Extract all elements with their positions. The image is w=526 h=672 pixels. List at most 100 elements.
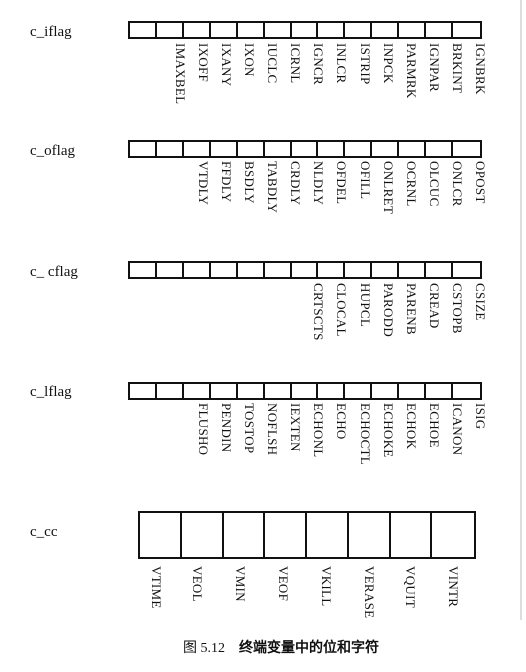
bit-cell: [292, 142, 319, 156]
bit-cell: [372, 263, 400, 277]
bit-cell: [345, 384, 373, 398]
bit-cell-row: [138, 511, 476, 559]
flag-label: IXON: [242, 43, 257, 77]
flag-label: ECHOE: [427, 403, 442, 448]
page-edge-divider: [520, 0, 522, 620]
bit-cell: [157, 23, 184, 37]
bit-cell: [182, 513, 224, 557]
bit-cell: [157, 142, 184, 156]
flag-label: VINTR: [446, 566, 461, 608]
bit-cell: [391, 513, 433, 557]
flag-label: VTIME: [149, 566, 164, 609]
bit-cell: [426, 23, 454, 37]
bit-cell: [157, 384, 184, 398]
flag-label: ECHOKE: [381, 403, 396, 458]
bit-cell: [292, 263, 319, 277]
flag-label: VMIN: [233, 566, 248, 602]
flag-label: ECHOCTL: [358, 403, 373, 466]
bit-cell: [211, 384, 238, 398]
flag-label: VEOF: [276, 566, 291, 602]
flag-label: CREAD: [427, 283, 442, 329]
flag-label: ICRNL: [288, 43, 303, 84]
flag-label: OFILL: [358, 161, 373, 200]
flag-label: VEOL: [190, 566, 205, 602]
row-label: c_ cflag: [30, 264, 78, 280]
bit-cell: [372, 23, 400, 37]
bit-cell: [130, 23, 157, 37]
bit-cell: [426, 263, 454, 277]
bit-cell: [292, 23, 319, 37]
bit-cell: [130, 142, 157, 156]
bit-cell: [211, 142, 238, 156]
bit-cell-row: [128, 140, 482, 158]
flag-label: IMAXBEL: [173, 43, 188, 105]
flag-label: VKILL: [319, 566, 334, 607]
flag-label: ECHO: [334, 403, 349, 440]
flag-label: OFDEL: [334, 161, 349, 205]
figure-caption: 图 5.12 终端变量中的位和字符: [183, 637, 379, 657]
flag-label: CRTSCTS: [311, 283, 326, 341]
flag-label: PARODD: [381, 283, 396, 338]
flag-label: IGNBRK: [473, 43, 488, 95]
flag-label: ECHONL: [311, 403, 326, 458]
bit-cell: [265, 23, 292, 37]
flag-label: IXANY: [219, 43, 234, 87]
bit-cell: [130, 384, 157, 398]
bit-cell: [426, 384, 454, 398]
bit-cell: [224, 513, 266, 557]
flag-label: HUPCL: [358, 283, 373, 328]
flag-label: TOSTOP: [242, 403, 257, 454]
flag-label: IGNCR: [311, 43, 326, 85]
bit-cell: [140, 513, 182, 557]
flag-label: ICANON: [450, 403, 465, 456]
bit-cell: [345, 263, 373, 277]
bit-cell: [238, 142, 265, 156]
flag-label: OCRNL: [404, 161, 419, 207]
bit-cell: [399, 384, 427, 398]
flag-label: BSDLY: [242, 161, 257, 204]
bit-cell: [372, 142, 400, 156]
bit-cell-row: [128, 261, 482, 279]
flag-label: ISTRIP: [358, 43, 373, 85]
bit-cell-row: [128, 382, 482, 400]
flag-label: FFDLY: [219, 161, 234, 203]
flag-label: INPCK: [381, 43, 396, 84]
bit-cell: [184, 263, 211, 277]
flag-label: IGNPAR: [427, 43, 442, 93]
flag-label: IUCLC: [265, 43, 280, 84]
bit-cell: [265, 513, 307, 557]
bit-cell: [453, 263, 480, 277]
flag-label: VTDLY: [196, 161, 211, 206]
bit-cell-row: [128, 21, 482, 39]
flag-label: IXOFF: [196, 43, 211, 83]
flag-label: VQUIT: [403, 566, 418, 608]
bit-cell: [184, 23, 211, 37]
bit-cell: [318, 142, 346, 156]
bit-cell: [265, 263, 292, 277]
flag-label: VERASE: [362, 566, 377, 619]
flag-label: PARMRK: [404, 43, 419, 99]
flag-label: ECHOK: [404, 403, 419, 450]
bit-cell: [265, 142, 292, 156]
bit-cell: [184, 384, 211, 398]
bit-cell: [265, 384, 292, 398]
flag-label: OPOST: [473, 161, 488, 204]
bit-cell: [238, 384, 265, 398]
bit-cell: [318, 384, 346, 398]
flag-label: IEXTEN: [288, 403, 303, 452]
bit-cell: [307, 513, 349, 557]
flag-label: CLOCAL: [334, 283, 349, 337]
bit-cell: [238, 23, 265, 37]
flag-label: TABDLY: [265, 161, 280, 214]
bit-cell: [318, 23, 346, 37]
flag-label: ONLRET: [381, 161, 396, 215]
bit-cell: [453, 142, 480, 156]
flag-label: CRDLY: [288, 161, 303, 206]
flag-label: BRKINT: [450, 43, 465, 94]
flag-label: ONLCR: [450, 161, 465, 207]
bit-cell: [399, 263, 427, 277]
bit-cell: [432, 513, 474, 557]
flag-label: CSIZE: [473, 283, 488, 321]
flag-label: OLCUC: [427, 161, 442, 207]
row-label: c_lflag: [30, 384, 72, 400]
